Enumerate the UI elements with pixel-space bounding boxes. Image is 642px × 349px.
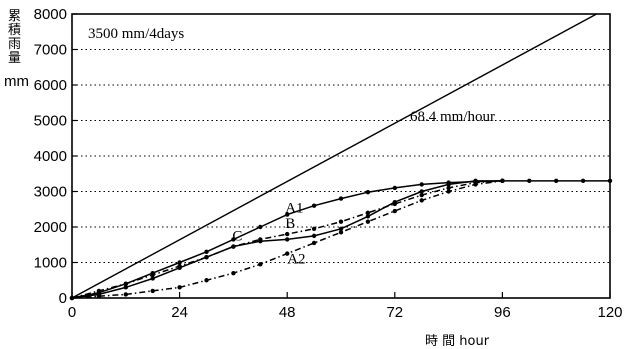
data-point-A2 bbox=[258, 262, 262, 266]
data-point-A2 bbox=[420, 198, 424, 202]
data-point-C bbox=[446, 182, 450, 186]
reference-line-label: 68.4 mm/hour bbox=[410, 109, 495, 125]
data-point-C bbox=[312, 234, 316, 238]
plot-frame bbox=[72, 14, 610, 298]
data-point-A1 bbox=[393, 186, 397, 190]
series-label-A2: A2 bbox=[287, 252, 305, 268]
data-point-C bbox=[366, 214, 370, 218]
data-point-C bbox=[204, 255, 208, 259]
y-tick-label: 1000 bbox=[34, 255, 67, 272]
x-tick-label: 48 bbox=[279, 304, 296, 321]
data-point-C bbox=[285, 237, 289, 241]
data-point-A2 bbox=[124, 292, 128, 296]
data-point-A1 bbox=[554, 179, 558, 183]
data-point-A2 bbox=[366, 219, 370, 223]
x-tick-label: 0 bbox=[68, 304, 76, 321]
data-point-A2 bbox=[204, 278, 208, 282]
data-point-B bbox=[339, 219, 343, 223]
y-axis-label-char-4: 量 bbox=[8, 51, 21, 66]
data-point-C bbox=[124, 285, 128, 289]
x-axis-label: 時 間 hour bbox=[425, 334, 490, 349]
x-tick-label: 24 bbox=[171, 304, 188, 321]
series-label-B: B bbox=[285, 216, 295, 232]
y-axis-unit: mm bbox=[4, 73, 29, 90]
y-tick-label: 6000 bbox=[34, 77, 67, 94]
chart-title: 3500 mm/4days bbox=[88, 26, 184, 42]
x-tick-label: 72 bbox=[386, 304, 403, 321]
data-point-A1 bbox=[312, 204, 316, 208]
y-tick-label: 2000 bbox=[34, 219, 67, 236]
y-axis-label-char-2: 積 bbox=[8, 23, 21, 38]
data-point-C bbox=[151, 276, 155, 280]
data-point-C bbox=[177, 266, 181, 270]
data-point-C bbox=[420, 189, 424, 193]
data-point-A2 bbox=[473, 182, 477, 186]
data-point-A2 bbox=[151, 289, 155, 293]
series-label-C: C bbox=[232, 229, 242, 245]
y-axis-label-char-1: 累 bbox=[8, 9, 21, 24]
data-point-A2 bbox=[446, 189, 450, 193]
x-tick-label: 120 bbox=[597, 304, 622, 321]
data-point-A1 bbox=[339, 196, 343, 200]
y-tick-label: 7000 bbox=[34, 42, 67, 59]
series-layer: A1B C A2 bbox=[70, 14, 612, 300]
data-point-A1 bbox=[420, 182, 424, 186]
data-point-A1 bbox=[581, 179, 585, 183]
data-point-B bbox=[312, 227, 316, 231]
data-point-C bbox=[393, 200, 397, 204]
data-point-C bbox=[231, 244, 235, 248]
data-point-B bbox=[285, 232, 289, 236]
data-point-A1 bbox=[527, 179, 531, 183]
data-point-C bbox=[258, 239, 262, 243]
data-point-A2 bbox=[177, 285, 181, 289]
y-axis-label-char-3: 雨 bbox=[8, 37, 21, 52]
data-point-A2 bbox=[393, 209, 397, 213]
y-tick-label: 5000 bbox=[34, 113, 67, 130]
data-point-A1 bbox=[204, 250, 208, 254]
y-tick-label: 4000 bbox=[34, 148, 67, 165]
data-point-A2 bbox=[500, 179, 504, 183]
data-point-A2 bbox=[312, 241, 316, 245]
y-tick-label: 0 bbox=[59, 290, 67, 307]
series-label-A1: A1 bbox=[285, 201, 303, 217]
data-point-A2 bbox=[231, 271, 235, 275]
x-tick-label: 96 bbox=[494, 304, 511, 321]
y-tick-label: 3000 bbox=[34, 184, 67, 201]
tick-layer: 0 1000 2000 3000 4000 5000 6000 7000 8000 0 24 48 72… bbox=[34, 6, 623, 321]
data-point-A1 bbox=[366, 190, 370, 194]
data-point-A2 bbox=[339, 230, 343, 234]
data-point-A1 bbox=[258, 225, 262, 229]
y-tick-label: 8000 bbox=[34, 6, 67, 23]
